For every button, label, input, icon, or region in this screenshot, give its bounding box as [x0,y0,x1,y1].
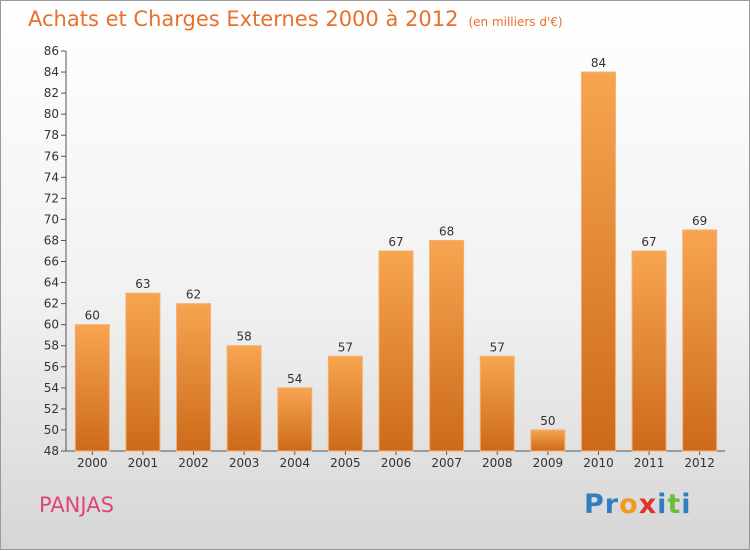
y-tick-label: 54 [44,381,59,395]
x-tick-label: 2010 [583,456,614,470]
bar [327,355,363,452]
logo-letter: P [584,489,605,520]
logo-letter: i [681,489,692,520]
y-tick-label: 64 [44,276,59,290]
x-tick-label: 2012 [684,456,715,470]
x-tick-label: 2000 [77,456,108,470]
chart-subtitle: (en milliers d'€) [468,15,563,29]
x-tick-label: 2003 [229,456,260,470]
bar [479,355,515,452]
x-tick-label: 2008 [482,456,513,470]
y-tick-label: 60 [44,318,59,332]
bar [74,324,110,452]
y-tick-label: 66 [44,255,59,269]
y-tick-label: 72 [44,191,59,205]
bar [277,387,313,452]
bar [580,71,616,452]
y-tick-label: 86 [44,44,59,58]
bar-value-label: 60 [85,309,100,323]
bar-value-label: 84 [591,56,606,70]
y-tick-label: 48 [44,444,59,458]
y-tick-label: 74 [44,170,59,184]
bars: 60 63 62 58 54 57 67 68 57 50 84 67 69 [74,56,718,452]
bar-value-label: 57 [490,340,505,354]
y-tick-label: 82 [44,86,59,100]
y-tick-label: 76 [44,149,59,163]
bar-value-label: 58 [237,330,252,344]
logo-letter: i [657,489,668,520]
y-axis: 48 50 52 54 56 58 60 62 64 66 68 70 72 74 76 78 80 82 84 86 [44,44,67,458]
y-tick-label: 62 [44,297,59,311]
bar [682,229,718,452]
y-tick-label: 80 [44,107,59,121]
y-tick-label: 50 [44,423,59,437]
x-tick-label: 2004 [279,456,310,470]
bar-value-label: 69 [692,214,707,228]
bar-value-label: 63 [135,277,150,291]
logo-letter: t [667,489,682,520]
x-tick-label: 2006 [381,456,412,470]
bar-value-label: 50 [540,414,555,428]
y-tick-label: 52 [44,402,59,416]
y-tick-label: 58 [44,339,59,353]
y-tick-label: 84 [44,65,59,79]
x-tick-label: 2002 [178,456,209,470]
chart-title-text: Achats et Charges Externes 2000 à 2012 [28,7,459,31]
bar-value-label: 62 [186,288,201,302]
x-tick-label: 2001 [128,456,159,470]
bar-value-label: 68 [439,224,454,238]
x-tick-label: 2011 [634,456,665,470]
logo-letter: x [638,489,658,520]
x-axis: 2000 2001 2002 2003 2004 2005 2006 2007 2008 2009… [66,450,725,470]
y-tick-label: 56 [44,360,59,374]
chart-title: Achats et Charges Externes 2000 à 2012 (e… [28,7,563,31]
y-tick-label: 70 [44,212,59,226]
bar-value-label: 67 [388,235,403,249]
bar [530,429,566,452]
bar [429,239,465,452]
bar [378,250,414,452]
bar-value-label: 54 [287,372,302,386]
bar [631,250,667,452]
logo-letter: o [619,489,639,520]
y-tick-label: 78 [44,128,59,142]
bar-value-label: 67 [641,235,656,249]
bar [176,303,212,452]
bar [125,292,161,452]
proxiti-logo: Proxiti [584,489,692,520]
bar-value-label: 57 [338,340,353,354]
x-tick-label: 2009 [533,456,564,470]
x-tick-label: 2005 [330,456,361,470]
x-tick-label: 2007 [431,456,462,470]
y-tick-label: 68 [44,233,59,247]
logo-letter: r [604,489,620,520]
bar [226,345,262,452]
place-name: PANJAS [39,493,114,517]
